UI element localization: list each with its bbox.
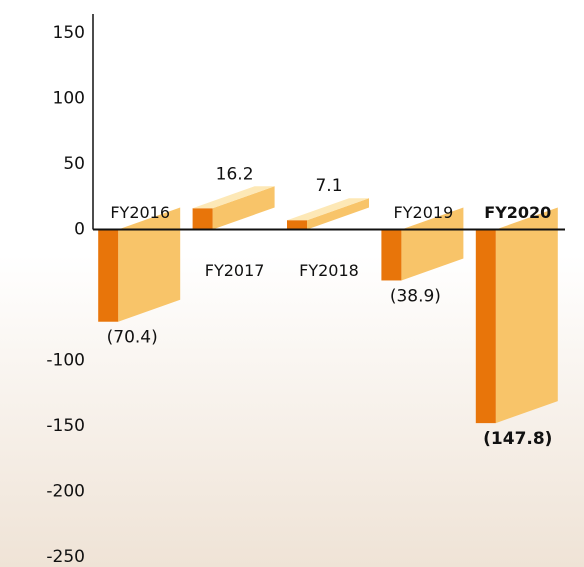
y-tick-label: -100 xyxy=(46,351,85,371)
y-tick-label: 100 xyxy=(53,89,85,109)
bar-top xyxy=(192,186,275,209)
bar-side xyxy=(118,207,181,322)
x-tick-label: FY2016 xyxy=(110,203,170,222)
y-tick-label: 150 xyxy=(53,23,85,43)
bar-front xyxy=(287,220,307,230)
value-label: 16.2 xyxy=(216,164,254,184)
bar-side xyxy=(212,186,275,230)
bar-front xyxy=(98,229,119,322)
bar-side xyxy=(307,198,369,230)
bar-front xyxy=(381,229,402,281)
value-label: 7.1 xyxy=(315,176,342,196)
y-tick-label: -250 xyxy=(46,547,85,567)
x-tick-label: FY2019 xyxy=(394,203,454,222)
x-tick-label: FY2017 xyxy=(205,261,265,280)
x-tick-label: FY2018 xyxy=(299,261,359,280)
y-tick-label: -150 xyxy=(46,416,85,436)
y-tick-label: 50 xyxy=(63,154,85,174)
value-label: (38.9) xyxy=(390,286,441,306)
value-label: (70.4) xyxy=(107,328,158,348)
y-tick-label: -200 xyxy=(46,482,85,502)
bar-top xyxy=(287,198,369,221)
x-tick-label: FY2020 xyxy=(484,203,551,222)
bar-front xyxy=(475,229,496,424)
bar-side xyxy=(495,207,558,424)
y-tick-label: 0 xyxy=(74,220,85,240)
value-label: (147.8) xyxy=(483,429,552,449)
bar-side xyxy=(401,207,464,281)
bar-front xyxy=(192,208,213,230)
